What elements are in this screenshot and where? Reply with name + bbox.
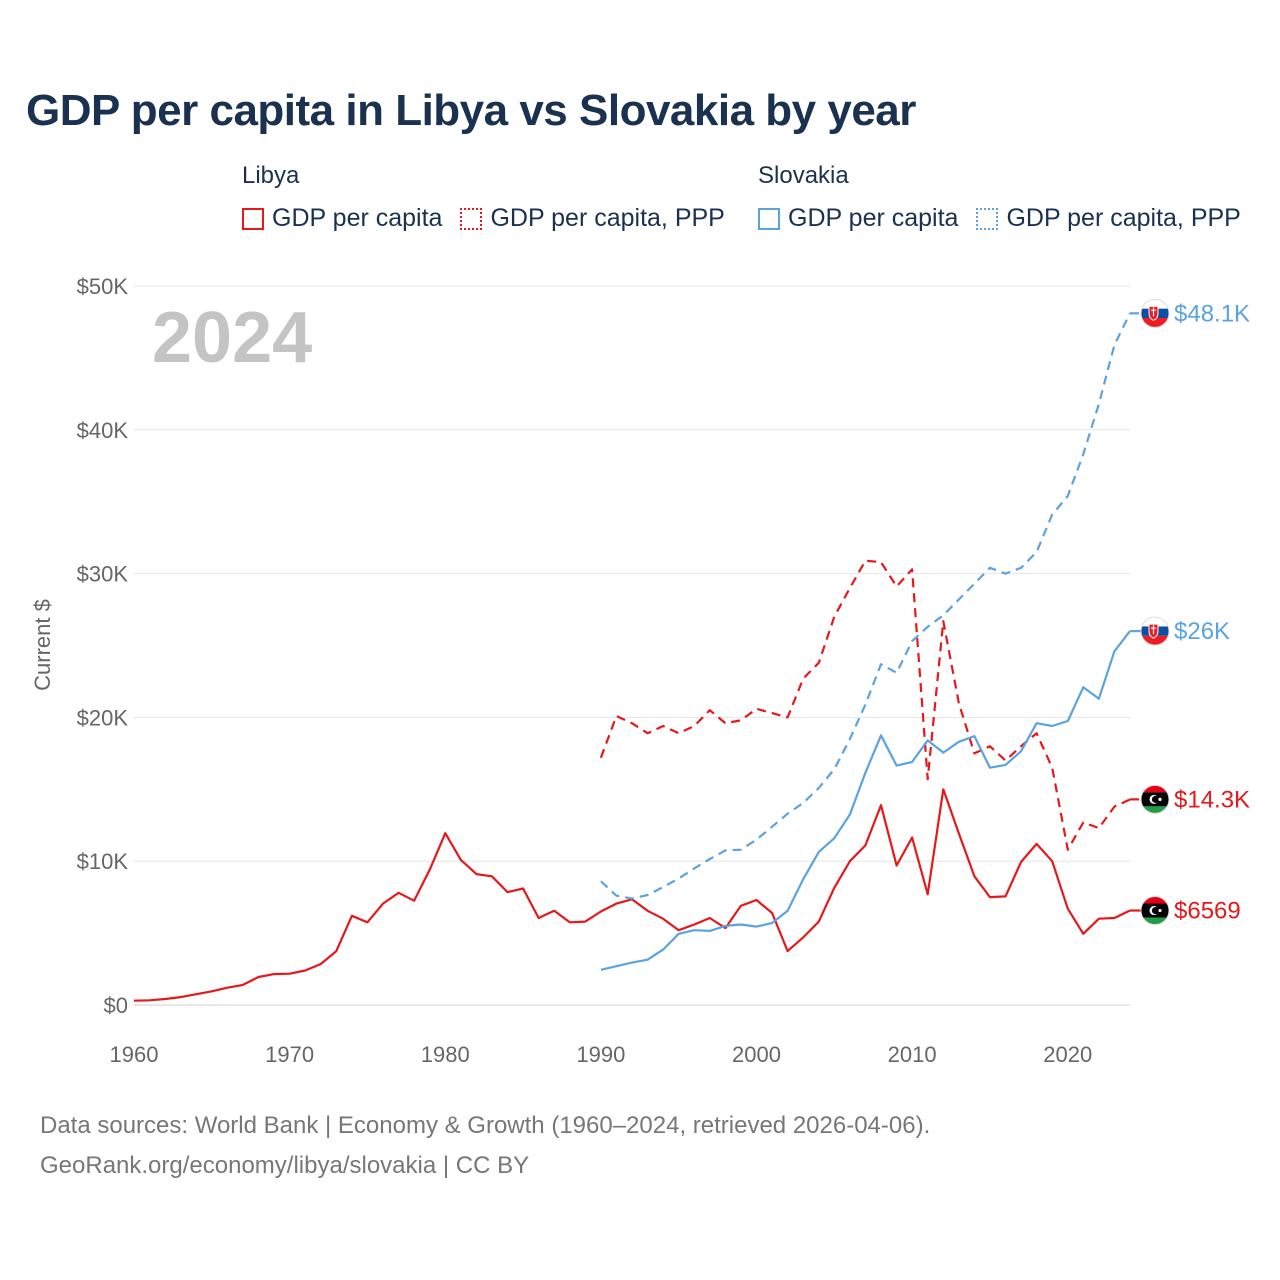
slovakia-flag-icon — [1140, 298, 1170, 328]
y-tick-label: $40K — [77, 418, 129, 443]
legend-label: GDP per capita — [272, 204, 443, 232]
legend-swatch-solid-icon — [242, 207, 264, 230]
flag-border — [1140, 896, 1170, 926]
x-tick-label: 2000 — [732, 1042, 781, 1067]
legend-item-slovakia-gdp[interactable]: GDP per capita — [758, 204, 958, 233]
libya-flag-icon — [1140, 896, 1170, 926]
flag-stripe — [1141, 299, 1169, 309]
flag-stripe — [1141, 896, 1169, 904]
flag-clip — [1141, 896, 1169, 925]
legend-label: GDP per capita, PPP — [490, 204, 725, 232]
series-line-libya-gdp-per-capita — [133, 788, 1131, 1002]
flag-clip — [1141, 299, 1169, 328]
y-tick-label: $10K — [77, 849, 129, 874]
legend-group-libya: Libya GDP per capita GDP per capita, PPP — [242, 162, 743, 233]
x-tick-label: 1980 — [421, 1042, 470, 1067]
x-tick-label: 2020 — [1043, 1042, 1092, 1067]
x-tick-label: 2010 — [888, 1042, 937, 1067]
end-value-label: $14.3K — [1174, 786, 1250, 813]
year-watermark: 2024 — [152, 298, 312, 378]
flag-crescent-cut — [1151, 906, 1160, 915]
y-tick-label: $0 — [104, 993, 128, 1018]
x-tick-label: 1970 — [265, 1042, 314, 1067]
flag-star — [1158, 797, 1162, 801]
series-line-libya-gdp-per-capita-ppp — [599, 559, 1131, 851]
footer-sources: Data sources: World Bank | Economy & Gro… — [40, 1112, 931, 1139]
end-value-label: $6569 — [1174, 898, 1241, 925]
footer: Data sources: World Bank | Economy & Gro… — [40, 1106, 930, 1186]
y-tick-label: $30K — [77, 562, 129, 587]
legend-swatch-dotted-icon — [460, 207, 483, 230]
flag-border — [1140, 616, 1170, 646]
chart-title: GDP per capita in Libya vs Slovakia by y… — [26, 86, 916, 135]
legend-item-slovakia-gdp-ppp[interactable]: GDP per capita, PPP — [976, 204, 1241, 233]
y-tick-label: $20K — [77, 705, 129, 730]
legend-label: GDP per capita, PPP — [1006, 204, 1241, 232]
flag-stripe — [1141, 317, 1169, 328]
legend-swatch-dotted-icon — [976, 207, 999, 230]
series-lines — [133, 312, 1141, 1002]
end-value-label: $48.1K — [1174, 300, 1250, 327]
legend-label: GDP per capita — [788, 204, 959, 232]
y-axis-label: Current $ — [30, 599, 55, 691]
legend-country-slovakia: Slovakia — [758, 162, 849, 189]
legend-country-libya: Libya — [242, 162, 300, 189]
legend-item-libya-gdp[interactable]: GDP per capita — [242, 204, 442, 233]
flag-star — [1158, 908, 1162, 913]
legend-group-slovakia: Slovakia GDP per capita GDP per capita, … — [758, 162, 1259, 233]
flag-crescent-cut — [1151, 795, 1160, 803]
flag-stripe — [1141, 635, 1169, 646]
legend-item-libya-gdp-ppp[interactable]: GDP per capita, PPP — [460, 204, 725, 233]
flag-stripe — [1141, 806, 1169, 814]
x-tick-label: 1960 — [110, 1042, 159, 1067]
flag-cross — [1151, 625, 1156, 635]
footer-attribution[interactable]: GeoRank.org/economy/libya/slovakia | CC … — [40, 1152, 530, 1179]
flag-stripe — [1141, 785, 1169, 793]
series-line-slovakia-gdp-per-capita — [600, 630, 1131, 971]
end-value-label: $26K — [1174, 618, 1230, 645]
x-tick-label: 1990 — [576, 1042, 625, 1067]
grid-lines — [134, 285, 1130, 1006]
axes: $0 $10K $20K $30K $40K $50K 1960 1970 1980 1990 20… — [77, 274, 1093, 1067]
slovakia-flag-icon — [1140, 616, 1170, 646]
end-labels: $6569 $14.3K $26K $48.1K — [1140, 298, 1250, 926]
flag-stripe — [1141, 617, 1169, 627]
flag-border — [1140, 784, 1170, 814]
flag-clip — [1141, 617, 1169, 646]
libya-flag-icon — [1140, 784, 1170, 814]
flag-stripe — [1141, 917, 1169, 925]
flag-clip — [1141, 785, 1169, 814]
legend-swatch-solid-icon — [758, 207, 780, 230]
flag-cross — [1151, 307, 1156, 317]
flag-border — [1140, 298, 1170, 328]
y-tick-label: $50K — [77, 274, 129, 299]
line-chart: $0 $10K $20K $30K $40K $50K 1960 1970 1980 1990 20… — [30, 274, 1250, 1067]
series-line-slovakia-gdp-per-capita-ppp — [600, 312, 1131, 900]
